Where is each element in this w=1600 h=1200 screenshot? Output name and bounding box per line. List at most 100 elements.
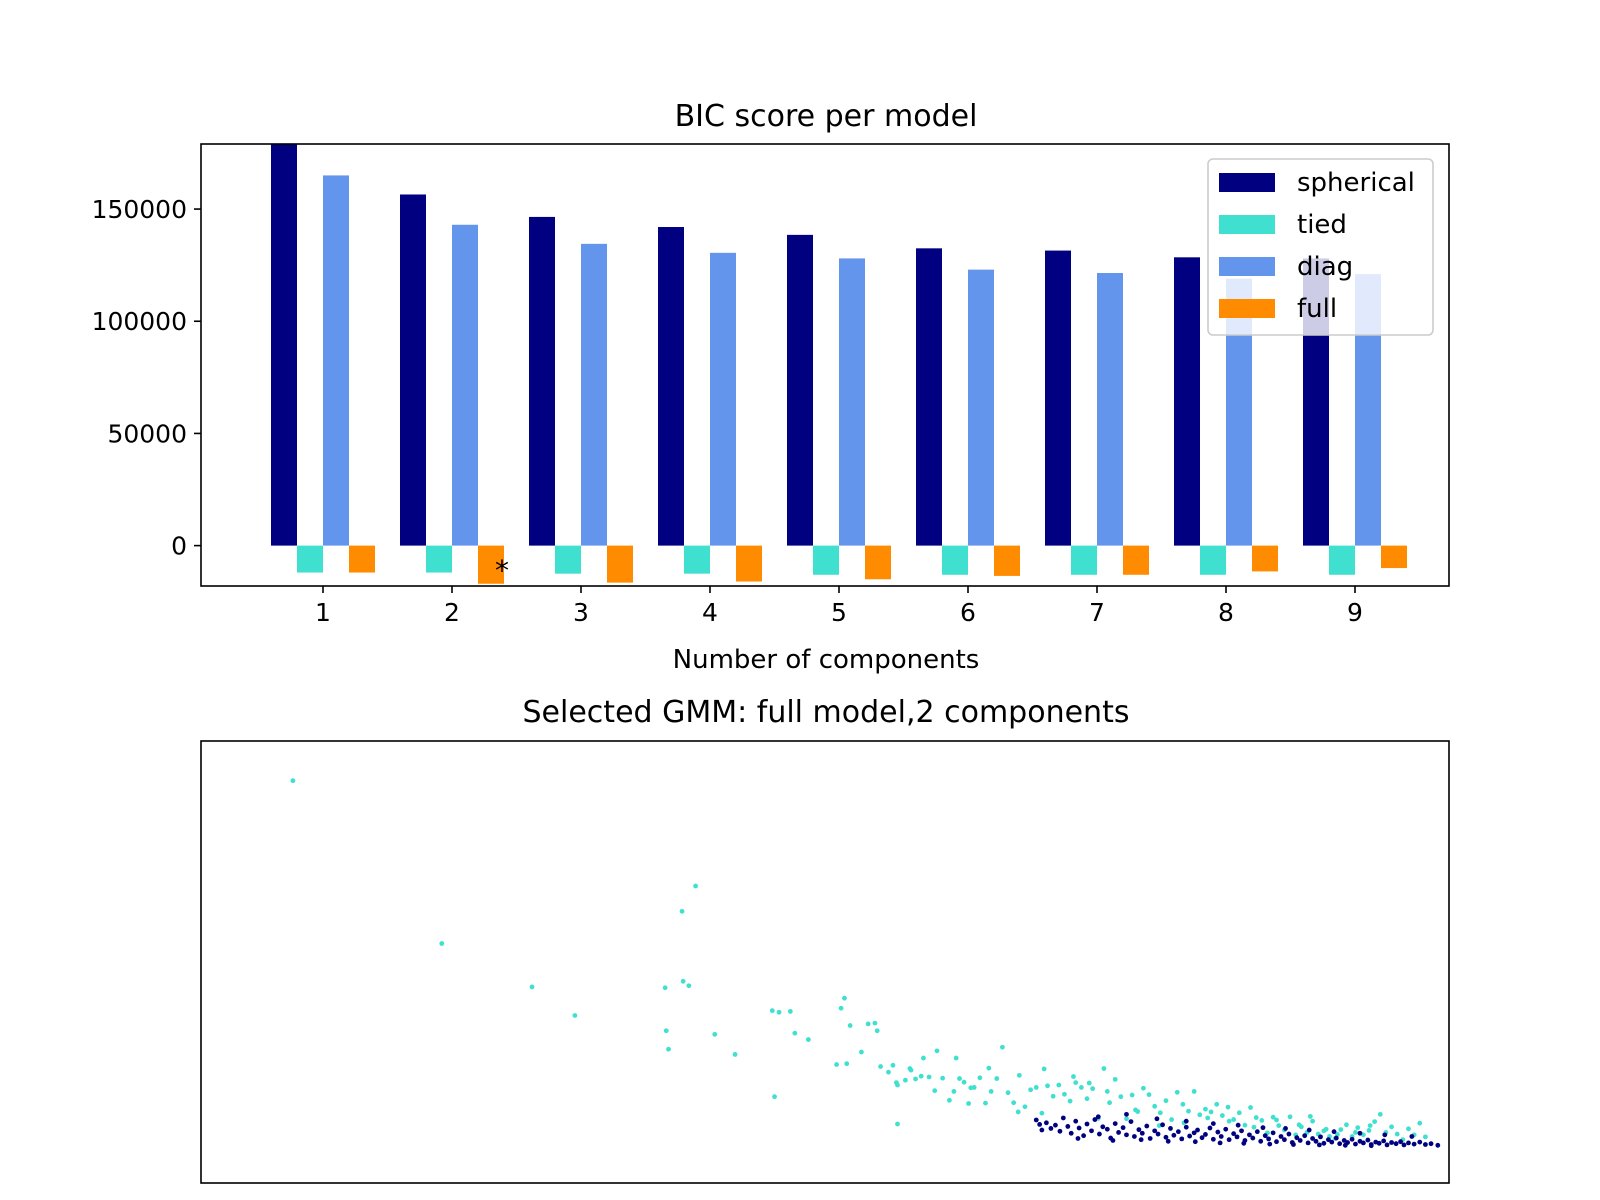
scatter-point <box>1118 1094 1124 1100</box>
bar-tied-1 <box>297 545 323 573</box>
scatter-point <box>1039 1110 1045 1116</box>
scatter-point <box>732 1052 738 1057</box>
bar-full-5 <box>865 545 891 580</box>
bar-spherical-6 <box>916 248 942 546</box>
scatter-point <box>988 1089 994 1094</box>
scatter-point <box>895 1121 900 1127</box>
scatter-point <box>1165 1138 1171 1144</box>
scatter-point <box>902 1077 908 1083</box>
scatter-point <box>1116 1130 1121 1135</box>
scatter-point <box>1068 1130 1074 1136</box>
scatter-point <box>1174 1089 1180 1095</box>
bar-full-9 <box>1381 545 1407 569</box>
scatter-point <box>1155 1131 1161 1137</box>
scatter-point <box>986 1065 992 1071</box>
scatter-point <box>1033 1117 1039 1123</box>
bar-tied-5 <box>813 545 839 575</box>
scatter-point <box>1100 1124 1106 1130</box>
scatter-point <box>1353 1130 1358 1135</box>
scatter-point <box>1076 1125 1082 1131</box>
scatter-point <box>1138 1137 1144 1143</box>
scatter-point <box>1236 1110 1242 1116</box>
scatter-chart-title: Selected GMM: full model,2 components <box>523 695 1130 730</box>
scatter-point <box>878 1064 883 1069</box>
scatter-point <box>1124 1132 1129 1138</box>
bar-diag-4 <box>710 252 736 546</box>
scatter-point <box>680 978 686 984</box>
scatter-point <box>769 1008 775 1014</box>
scatter-point <box>1120 1125 1126 1131</box>
scatter-point <box>1062 1091 1067 1097</box>
scatter-point <box>1310 1136 1315 1141</box>
bar-tied-2 <box>426 545 452 573</box>
bar-diag-7 <box>1097 273 1123 546</box>
scatter-point <box>662 985 668 991</box>
scatter-point <box>1141 1085 1146 1091</box>
scatter-point <box>1191 1089 1197 1094</box>
bar-full-4 <box>736 545 762 582</box>
scatter-point <box>792 1030 798 1036</box>
scatter-point <box>1197 1112 1203 1118</box>
x-tick-label: 6 <box>960 598 976 627</box>
scatter-point <box>1000 1044 1005 1050</box>
scatter-point <box>1381 1138 1387 1144</box>
scatter-point <box>1191 1130 1197 1136</box>
scatter-point <box>1382 1132 1388 1138</box>
scatter-point <box>1365 1137 1371 1143</box>
x-tick-label: 2 <box>444 598 460 627</box>
scatter-point <box>1011 1100 1017 1106</box>
bar-full-2 <box>478 545 504 584</box>
y-tick-label: 50000 <box>107 419 187 448</box>
scatter-point <box>932 1088 938 1094</box>
scatter-point <box>907 1066 913 1071</box>
bar-full-8 <box>1252 545 1278 572</box>
bar-full-3 <box>607 545 633 583</box>
scatter-point <box>977 1075 983 1081</box>
scatter-point <box>1231 1131 1237 1137</box>
bar-full-6 <box>994 545 1020 576</box>
scatter-point <box>1048 1126 1054 1131</box>
scatter-point <box>1057 1128 1063 1134</box>
scatter-point <box>439 941 445 946</box>
scatter-point <box>957 1076 962 1081</box>
scatter-point <box>1357 1130 1363 1136</box>
legend-swatch-full <box>1219 299 1275 318</box>
scatter-point <box>572 1013 578 1018</box>
bic-bar-chart: BIC score per model 0 50000 100000 150000 1… <box>92 99 1450 675</box>
scatter-point <box>1183 1124 1189 1130</box>
bar-best-model-marker: * <box>495 554 509 587</box>
scatter-point <box>1368 1143 1374 1149</box>
scatter-point <box>1219 1113 1225 1118</box>
scatter-point <box>1136 1127 1142 1133</box>
scatter-point <box>1199 1135 1205 1141</box>
legend-swatch-spherical <box>1219 173 1275 192</box>
scatter-point <box>1253 1115 1259 1120</box>
y-tick-label: 100000 <box>92 307 187 336</box>
scatter-point <box>1124 1116 1129 1122</box>
bar-tied-6 <box>942 545 968 575</box>
bar-diag-1 <box>323 175 349 546</box>
scatter-point <box>1139 1130 1145 1136</box>
bar-diag-2 <box>452 224 478 546</box>
scatter-point <box>1016 1072 1022 1078</box>
scatter-point <box>1266 1136 1272 1142</box>
scatter-point <box>1187 1133 1193 1139</box>
gmm-scatter-chart: Selected GMM: full model,2 components <box>200 695 1450 1184</box>
scatter-point <box>1169 1117 1174 1122</box>
scatter-point <box>1050 1093 1056 1099</box>
scatter-point <box>1270 1114 1276 1120</box>
x-tick-label: 3 <box>573 598 589 627</box>
scatter-point <box>1195 1127 1200 1133</box>
bar-full-1 <box>349 545 375 573</box>
scatter-point <box>1163 1098 1169 1104</box>
scatter-point <box>1107 1100 1112 1106</box>
scatter-point <box>529 984 535 990</box>
bar-spherical-5 <box>787 234 813 546</box>
scatter-point <box>926 1074 932 1080</box>
bar-legend: spherical tied diag full <box>1207 158 1434 336</box>
scatter-point <box>1296 1122 1302 1128</box>
scatter-point <box>1215 1129 1221 1135</box>
legend-label-spherical: spherical <box>1297 168 1415 198</box>
scatter-point <box>1225 1104 1231 1110</box>
bar-tied-8 <box>1200 545 1226 575</box>
